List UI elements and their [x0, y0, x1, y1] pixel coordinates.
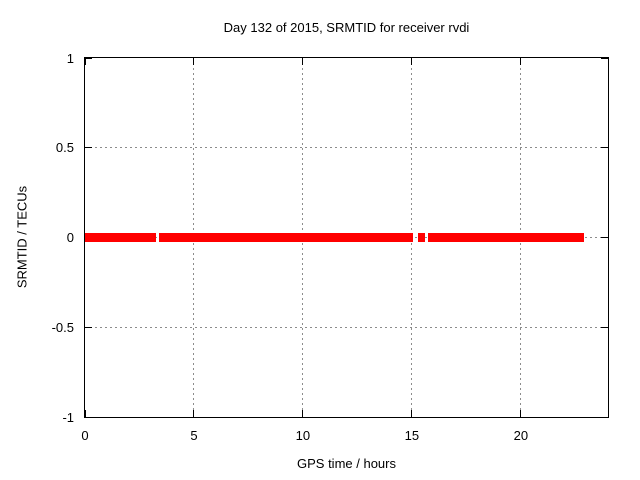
- x-tick-mark-bottom: [302, 410, 304, 417]
- x-tick-label: 0: [81, 428, 89, 443]
- y-tick-mark-right: [601, 237, 608, 238]
- y-tick-mark-right: [601, 326, 608, 328]
- gridline-horizontal: [85, 147, 608, 149]
- y-tick-mark-left: [85, 326, 92, 328]
- gridline-horizontal: [85, 326, 608, 328]
- x-tick-mark-bottom: [520, 410, 522, 417]
- y-tick-label: 0.5: [55, 140, 74, 156]
- x-tick-label: 20: [513, 428, 529, 443]
- series-segment: [85, 233, 157, 242]
- x-axis-label: GPS time / hours: [297, 456, 396, 471]
- x-tick-mark-bottom: [411, 410, 413, 417]
- y-tick-label: -1: [62, 409, 74, 425]
- y-tick-mark-left: [85, 147, 92, 149]
- y-tick-mark-left: [85, 57, 92, 59]
- series-segment: [417, 233, 425, 242]
- x-tick-label: 5: [190, 428, 198, 443]
- series-segment: [158, 233, 413, 242]
- plot-area: [84, 57, 609, 418]
- x-tick-mark-top: [84, 58, 86, 65]
- y-axis-label: SRMTID / TECUs: [14, 185, 30, 289]
- chart-title: Day 132 of 2015, SRMTID for receiver rvd…: [223, 20, 470, 35]
- y-tick-mark-right: [601, 57, 608, 59]
- x-tick-mark-top: [193, 58, 195, 65]
- x-tick-mark-top: [520, 58, 522, 65]
- x-tick-mark-top: [302, 58, 304, 65]
- y-tick-label: -0.5: [51, 319, 74, 335]
- y-tick-mark-left: [85, 416, 92, 418]
- x-tick-mark-top: [411, 58, 413, 65]
- series-segment: [427, 233, 585, 242]
- x-tick-label: 10: [295, 428, 311, 443]
- y-tick-label: 0: [66, 230, 74, 245]
- x-tick-mark-bottom: [193, 410, 195, 417]
- x-tick-mark-bottom: [84, 410, 86, 417]
- y-tick-label: 1: [66, 50, 74, 66]
- x-tick-label: 15: [404, 428, 420, 443]
- y-tick-mark-right: [601, 147, 608, 149]
- y-tick-mark-right: [601, 416, 608, 418]
